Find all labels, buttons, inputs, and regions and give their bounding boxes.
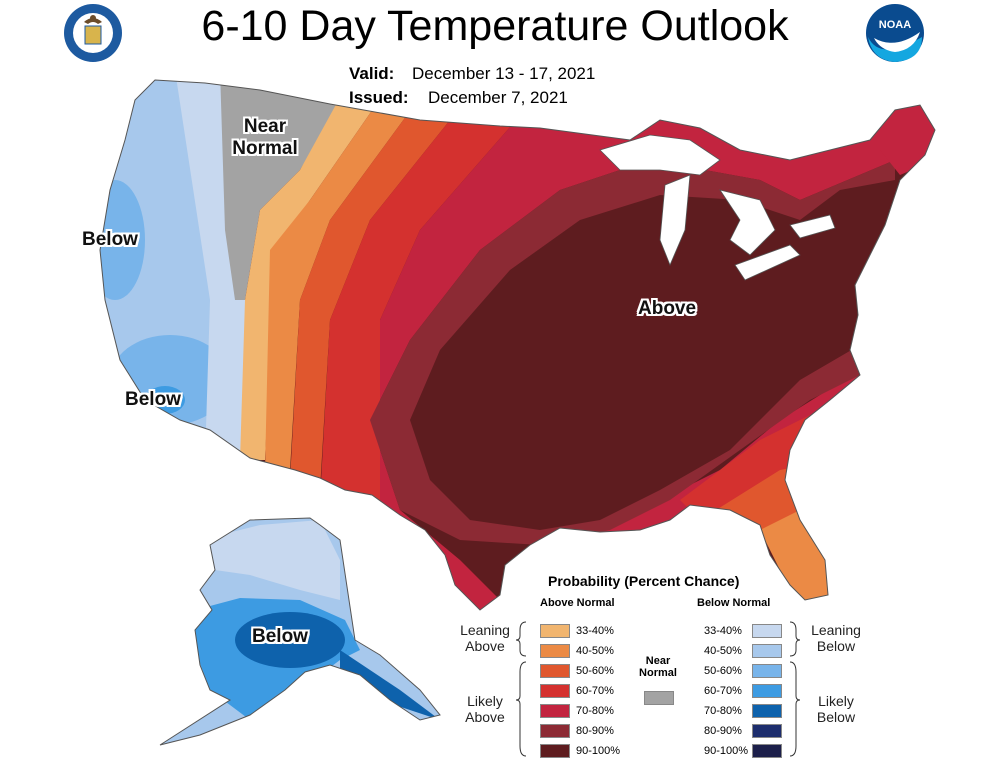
legend-below-label: 40-50% xyxy=(704,645,742,657)
legend-below-header: Below Normal xyxy=(697,597,771,609)
legend-near-normal-swatch xyxy=(644,691,674,705)
legend-above-label: 40-50% xyxy=(576,645,614,657)
legend-below-label: 90-100% xyxy=(704,745,749,757)
near-normal-label: Near Normal xyxy=(232,116,298,159)
valid-dates: December 13 - 17, 2021 xyxy=(412,64,596,83)
legend-likely-below: Likely Below xyxy=(816,693,856,725)
legend-above-swatch xyxy=(540,644,570,658)
below-west-label: Below xyxy=(82,229,138,250)
page-title: 6-10 Day Temperature Outlook xyxy=(201,2,789,50)
legend-below-swatch xyxy=(752,704,782,718)
doc-seal-icon xyxy=(64,4,122,62)
conus-shaded-areas xyxy=(100,80,935,610)
legend-below-swatch xyxy=(752,684,782,698)
legend-above-swatch xyxy=(540,664,570,678)
legend-above-label: 80-90% xyxy=(576,725,614,737)
legend-above-label: 60-70% xyxy=(576,685,614,697)
noaa-logo-icon: NOAA xyxy=(866,4,924,62)
legend-below-label: 70-80% xyxy=(704,705,742,717)
valid-label: Valid: xyxy=(349,64,395,83)
legend-above-label: 90-100% xyxy=(576,745,621,757)
legend-below-label: 50-60% xyxy=(704,665,742,677)
legend-title: Probability (Percent Chance) xyxy=(548,573,740,589)
legend-above-swatch xyxy=(540,684,570,698)
legend-above-swatch xyxy=(540,704,570,718)
below-alaska-label: Below xyxy=(252,626,308,647)
legend-above-swatch xyxy=(540,724,570,738)
legend-below-swatch xyxy=(752,744,782,758)
issued-label: Issued: xyxy=(349,88,409,107)
legend-above-swatch xyxy=(540,624,570,638)
legend-below-swatch xyxy=(752,724,782,738)
above-label: Above xyxy=(638,298,697,319)
legend-near-normal-label: Near Normal xyxy=(639,655,677,679)
legend-below-label: 60-70% xyxy=(704,685,742,697)
alaska-outline xyxy=(159,517,441,746)
legend-above-swatch xyxy=(540,744,570,758)
legend-below-swatch xyxy=(752,664,782,678)
noaa-logo-text: NOAA xyxy=(879,19,911,31)
great-lakes xyxy=(599,134,721,176)
legend-above-header: Above Normal xyxy=(540,597,615,609)
legend-below-swatch xyxy=(752,624,782,638)
legend-above-label: 33-40% xyxy=(576,625,614,637)
legend-below-label: 80-90% xyxy=(704,725,742,737)
legend-below-label: 33-40% xyxy=(704,625,742,637)
legend-leaning-above: Leaning Above xyxy=(460,622,510,654)
legend-likely-above: Likely Above xyxy=(465,693,505,725)
below-socal-label: Below xyxy=(125,389,181,410)
issued-date: December 7, 2021 xyxy=(428,88,568,107)
legend-above-label: 70-80% xyxy=(576,705,614,717)
legend-below-swatch xyxy=(752,644,782,658)
legend-above-label: 50-60% xyxy=(576,665,614,677)
legend-leaning-below: Leaning Below xyxy=(811,622,861,654)
